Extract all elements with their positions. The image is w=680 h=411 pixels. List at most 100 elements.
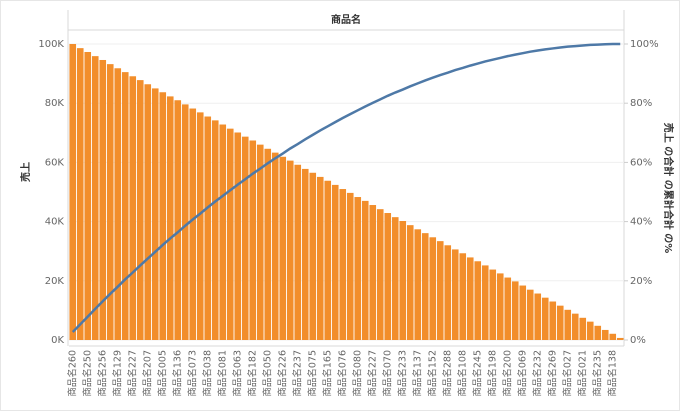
x-tick-label: 商品名198 [486, 350, 498, 397]
x-tick-label: 商品名227 [126, 350, 138, 397]
bar [309, 172, 317, 340]
bar [174, 100, 182, 341]
bar [534, 293, 542, 340]
y-tick-label: 20K [45, 276, 65, 287]
bar [249, 140, 257, 340]
x-tick-label: 商品名027 [561, 350, 573, 397]
x-tick-label: 商品名073 [186, 350, 198, 397]
x-tick-label: 商品名200 [501, 350, 513, 397]
bar [264, 148, 272, 340]
bar [489, 269, 497, 340]
x-tick-label: 商品名245 [471, 350, 483, 397]
bar [106, 64, 114, 341]
bar [571, 313, 579, 340]
bar [384, 213, 392, 340]
y2-axis-title: 売上 の合計 の累計合計 の% [662, 123, 675, 253]
x-tick-label: 商品名288 [441, 350, 453, 397]
bar [189, 108, 197, 340]
y2-tick-label: 40% [630, 217, 652, 228]
bar [436, 241, 444, 340]
bar [324, 180, 332, 340]
bar [339, 189, 347, 340]
bar [391, 217, 399, 340]
bar [496, 273, 504, 340]
bar [256, 144, 264, 340]
x-tick-label: 商品名207 [141, 350, 153, 397]
bar [346, 192, 354, 340]
bar [459, 253, 467, 340]
x-tick-label: 商品名005 [156, 350, 168, 397]
x-tick-label: 商品名069 [516, 350, 528, 397]
bar [481, 265, 489, 340]
bar [579, 317, 587, 340]
y-tick-label: 40K [45, 217, 65, 228]
bar [301, 168, 309, 340]
y2-tick-label: 20% [630, 276, 652, 287]
bar [564, 309, 572, 340]
bar [316, 176, 324, 340]
bar [196, 112, 204, 340]
x-tick-label: 商品名108 [456, 350, 468, 397]
bar [114, 68, 122, 340]
x-tick-label: 商品名152 [426, 350, 438, 397]
bar [526, 289, 534, 340]
bar [241, 136, 249, 340]
y2-tick-label: 80% [630, 98, 652, 109]
y-tick-label: 0K [51, 335, 64, 346]
bar [466, 257, 474, 340]
bar [159, 92, 167, 340]
bar [129, 76, 137, 340]
bar [451, 249, 459, 340]
bar [399, 221, 407, 340]
line [71, 42, 621, 333]
bar [151, 88, 159, 341]
x-tick-label: 商品名138 [606, 350, 618, 397]
x-tick-label: 商品名182 [246, 350, 258, 397]
x-tick-label: 商品名233 [396, 350, 408, 397]
bar [279, 156, 287, 340]
y-tick-label: 60K [45, 157, 65, 168]
y-tick-label: 100K [38, 39, 64, 50]
x-tick-label: 商品名260 [66, 350, 78, 397]
bar [406, 225, 414, 340]
y2-tick-label: 0% [630, 335, 646, 346]
bar [354, 197, 362, 340]
x-tick-label: 商品名237 [291, 350, 303, 397]
bar [84, 51, 92, 340]
bar [369, 205, 377, 340]
bar [414, 229, 422, 340]
y-axis-title: 売上 [19, 162, 32, 182]
x-tick-label: 商品名256 [96, 350, 108, 397]
bar [69, 44, 77, 340]
bar [474, 261, 482, 340]
bar [234, 132, 242, 340]
bar [166, 96, 174, 340]
bar [286, 160, 294, 340]
x-tick-label: 商品名232 [531, 350, 543, 397]
x-tick-label: 商品名137 [411, 350, 423, 397]
x-tick-label: 商品名227 [366, 350, 378, 397]
bar [211, 120, 219, 340]
bar [519, 285, 527, 340]
x-tick-label: 商品名080 [351, 350, 363, 397]
bar [331, 184, 339, 340]
x-tick-label: 商品名076 [336, 350, 348, 397]
x-tick-label: 商品名250 [81, 350, 93, 397]
bar [99, 59, 107, 340]
x-tick-label: 商品名269 [546, 350, 558, 397]
bar [601, 329, 609, 340]
bar [504, 277, 512, 340]
x-tick-label: 商品名226 [276, 350, 288, 397]
x-tick-label: 商品名081 [216, 350, 228, 397]
bar [594, 325, 602, 340]
x-tick-label: 商品名050 [261, 350, 273, 397]
x-tick-label: 商品名021 [576, 350, 588, 397]
bar [219, 124, 227, 341]
bar [556, 305, 564, 340]
x-tick-label: 商品名136 [171, 350, 183, 397]
x-tick-label: 商品名038 [201, 350, 213, 397]
bar [204, 116, 212, 341]
bar [549, 301, 557, 340]
